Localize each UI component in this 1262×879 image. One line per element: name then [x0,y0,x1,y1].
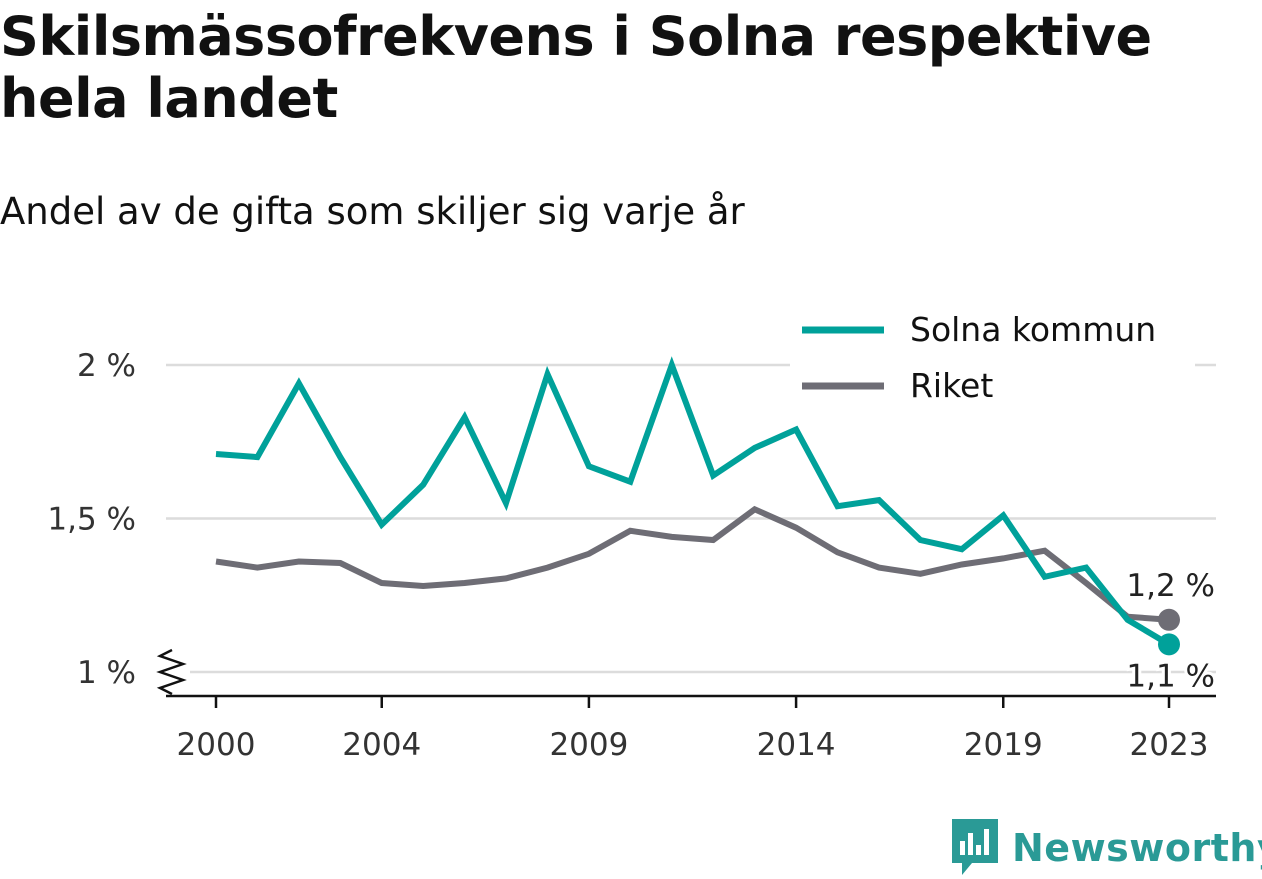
axis-break-icon [156,648,187,696]
x-tick-label: 2019 [964,727,1043,763]
x-tick-label: 2000 [177,727,256,763]
x-tick-label: 2023 [1130,727,1209,763]
newsworthy-logo-icon [952,819,998,875]
chart-title: Skilsmässofrekvens i Solna respektive he… [0,5,1152,130]
chart-subtitle: Andel av de gifta som skiljer sig varje … [0,190,745,233]
brand-name: Newsworthy [1012,826,1262,870]
series-lines [215,356,1171,647]
legend-box [790,308,1195,418]
y-tick-label: 1,5 % [47,502,136,538]
x-axis-ticks: 2000 2004 2009 2014 2019 2023 [177,696,1209,763]
end-points: 1,1 % 1,2 % [1123,565,1218,698]
x-tick-label: 2004 [342,727,421,763]
y-tick-label: 1 % [77,655,136,691]
x-tick-label: 2014 [757,727,836,763]
end-value-label: 1,1 % [1126,658,1215,694]
end-point-marker [1158,633,1180,656]
end-point-marker [1158,608,1180,631]
legend-label: Riket [910,366,993,405]
series-line-solna-kommun [215,356,1171,647]
legend-label: Solna kommun [910,310,1156,349]
line-chart: 1 % 1,5 % 2 % 2000 2004 2009 2014 2019 2023 1,1… [47,308,1218,763]
legend: Solna kommun Riket [790,308,1195,418]
end-value-label: 1,2 % [1126,568,1215,604]
x-tick-label: 2009 [549,727,628,763]
newsworthy-logo: Newsworthy [950,819,1262,876]
y-axis-labels: 1 % 1,5 % 2 % [47,348,136,691]
series-line-riket [215,505,1170,623]
y-tick-label: 2 % [77,348,136,384]
